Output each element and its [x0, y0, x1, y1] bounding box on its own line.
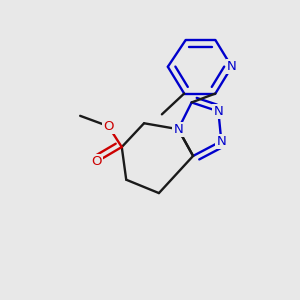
Text: O: O	[103, 120, 114, 133]
Text: N: N	[173, 123, 183, 136]
Text: N: N	[227, 60, 237, 73]
Text: N: N	[214, 105, 223, 118]
Text: O: O	[91, 155, 102, 168]
Text: N: N	[217, 135, 226, 148]
